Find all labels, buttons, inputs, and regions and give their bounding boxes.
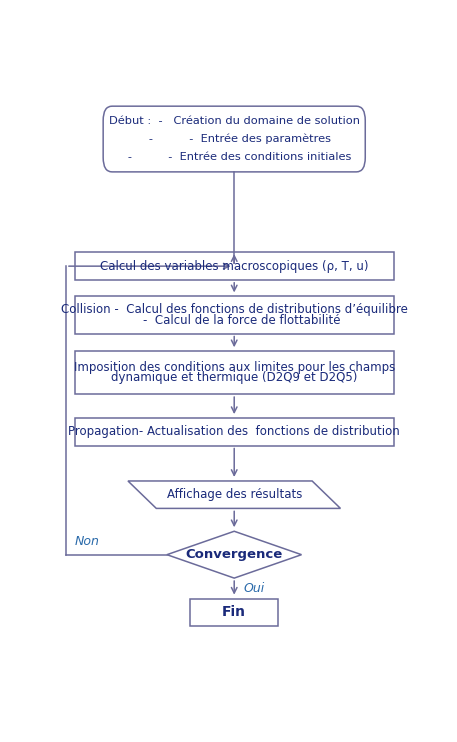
Polygon shape [128, 481, 340, 508]
Text: Collision -  Calcul des fonctions de distributions d’équilibre: Collision - Calcul des fonctions de dist… [61, 303, 408, 316]
Text: Convergence: Convergence [186, 548, 283, 561]
Text: Imposition des conditions aux limites pour les champs: Imposition des conditions aux limites po… [74, 361, 395, 374]
Bar [75, 351, 393, 394]
Text: Oui: Oui [243, 582, 264, 595]
Polygon shape [167, 531, 302, 578]
Text: -          -  Entrée des paramètres: - - Entrée des paramètres [138, 134, 331, 144]
Text: Début :  -   Création du domaine de solution: Début : - Création du domaine de solutio… [109, 116, 360, 125]
Bar [75, 418, 393, 445]
Text: Fin: Fin [222, 605, 246, 620]
Text: -  Calcul de la force de flottabilité: - Calcul de la force de flottabilité [128, 314, 340, 326]
Text: Calcul des variables macroscopiques (ρ, T, u): Calcul des variables macroscopiques (ρ, … [100, 260, 368, 272]
Bar [190, 599, 278, 626]
Bar [75, 252, 393, 280]
Text: Non: Non [75, 535, 100, 548]
Text: Affichage des résultats: Affichage des résultats [166, 488, 302, 501]
Bar [75, 297, 393, 334]
Text: -          -  Entrée des conditions initiales: - - Entrée des conditions initiales [117, 152, 351, 162]
Text: Propagation- Actualisation des  fonctions de distribution: Propagation- Actualisation des fonctions… [69, 425, 400, 439]
FancyBboxPatch shape [103, 106, 365, 172]
Text: dynamique et thermique (D2Q9 et D2Q5): dynamique et thermique (D2Q9 et D2Q5) [111, 371, 357, 384]
